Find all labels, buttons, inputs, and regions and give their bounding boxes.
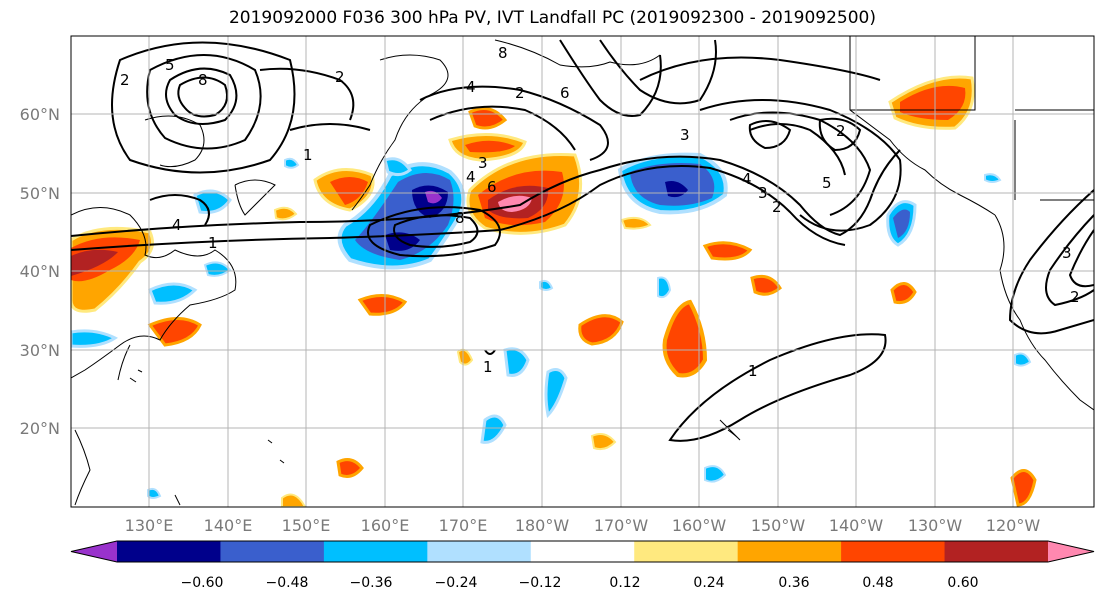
contour-label: 5	[822, 174, 832, 192]
contour-label: 2	[1070, 288, 1080, 306]
map-frame	[70, 35, 1095, 508]
colorbar-tick-label: −0.36	[350, 575, 393, 591]
latitude-label: 40°N	[20, 262, 60, 281]
longitude-label: 160°W	[672, 516, 727, 535]
contour-label: 2	[772, 198, 782, 216]
colorbar-extend-max	[1048, 541, 1094, 562]
latitude-label: 60°N	[20, 105, 60, 124]
colorbar-tick-label: 0.24	[693, 575, 724, 591]
longitude-label: 160°E	[361, 516, 410, 535]
longitude-label: 170°E	[439, 516, 488, 535]
contour-label: 6	[487, 178, 497, 196]
contour-label: 3	[1062, 244, 1072, 262]
contour-label: 4	[466, 168, 476, 186]
colorbar-swatch	[220, 541, 325, 562]
colorbar-swatch	[323, 541, 428, 562]
longitude-label: 140°W	[829, 516, 884, 535]
contour-label: 4	[466, 78, 476, 96]
contour-label: 8	[498, 44, 508, 62]
longitude-label: 150°W	[751, 516, 806, 535]
colorbar-swatch	[117, 541, 221, 562]
longitude-label: 170°W	[594, 516, 649, 535]
map-title: 2019092000 F036 300 hPa PV, IVT Landfall…	[228, 8, 876, 28]
colorbar-extend-min	[71, 541, 117, 562]
colorbar	[70, 540, 1095, 563]
contour-label: 3	[758, 184, 768, 202]
colorbar-tick-label: −0.60	[181, 575, 224, 591]
colorbar-swatch	[427, 541, 532, 562]
longitude-labels: 130°E 140°E 150°E 160°E 170°E 180°W 170°…	[125, 516, 1041, 535]
colorbar-tick-label: −0.24	[435, 575, 478, 591]
longitude-label: 120°W	[986, 516, 1041, 535]
colorbar-swatch	[944, 541, 1049, 562]
colorbar-tick-labels: −0.60 −0.48 −0.36 −0.24 −0.12 0.12 0.24 …	[181, 575, 979, 591]
contour-label: 2	[335, 68, 345, 86]
colorbar-tick-label: 0.36	[778, 575, 809, 591]
contour-label: 8	[455, 209, 465, 227]
colorbar-swatch	[841, 541, 946, 562]
latitude-label: 20°N	[20, 419, 60, 438]
contour-label: 6	[560, 84, 570, 102]
longitude-label: 130°W	[908, 516, 963, 535]
contour-label: 3	[680, 126, 690, 144]
contour-labels: 2 5 8 1 2 6 8 4 2 4 3 6 8 3 2 5 4 3 2 1 …	[120, 44, 1080, 380]
contour-label: 2	[836, 122, 846, 140]
longitude-label: 180°W	[515, 516, 570, 535]
colorbar-swatch	[634, 541, 739, 562]
colorbar-tick-label: 0.60	[947, 575, 978, 591]
contour-label: 1	[748, 362, 758, 380]
contour-label: 3	[478, 154, 488, 172]
colorbar-tick-label: −0.48	[266, 575, 309, 591]
contour-label: 4	[742, 170, 752, 188]
graticule	[71, 36, 1094, 507]
contour-label: 1	[208, 234, 218, 252]
contour-label: 2	[515, 84, 525, 102]
colorbar-tick-label: −0.12	[519, 575, 562, 591]
coastlines	[71, 36, 1094, 506]
colorbar-tick-label: 0.48	[862, 575, 893, 591]
colorbar-tick-label: 0.12	[609, 575, 640, 591]
colorbar-swatch	[530, 541, 635, 562]
contour-label: 8	[198, 71, 208, 89]
contour-label: 4	[172, 216, 182, 234]
contour-label: 1	[483, 358, 493, 376]
pv-contours	[71, 39, 1094, 442]
latitude-label: 30°N	[20, 341, 60, 360]
latitude-labels: 60°N 50°N 40°N 30°N 20°N	[20, 105, 60, 438]
longitude-label: 150°E	[282, 516, 331, 535]
longitude-label: 140°E	[204, 516, 253, 535]
contour-label: 5	[165, 56, 175, 74]
contour-label: 1	[303, 146, 313, 164]
colorbar-outline	[70, 540, 1095, 563]
longitude-label: 130°E	[125, 516, 174, 535]
latitude-label: 50°N	[20, 184, 60, 203]
contour-label: 2	[120, 71, 130, 89]
colorbar-swatch	[737, 541, 842, 562]
